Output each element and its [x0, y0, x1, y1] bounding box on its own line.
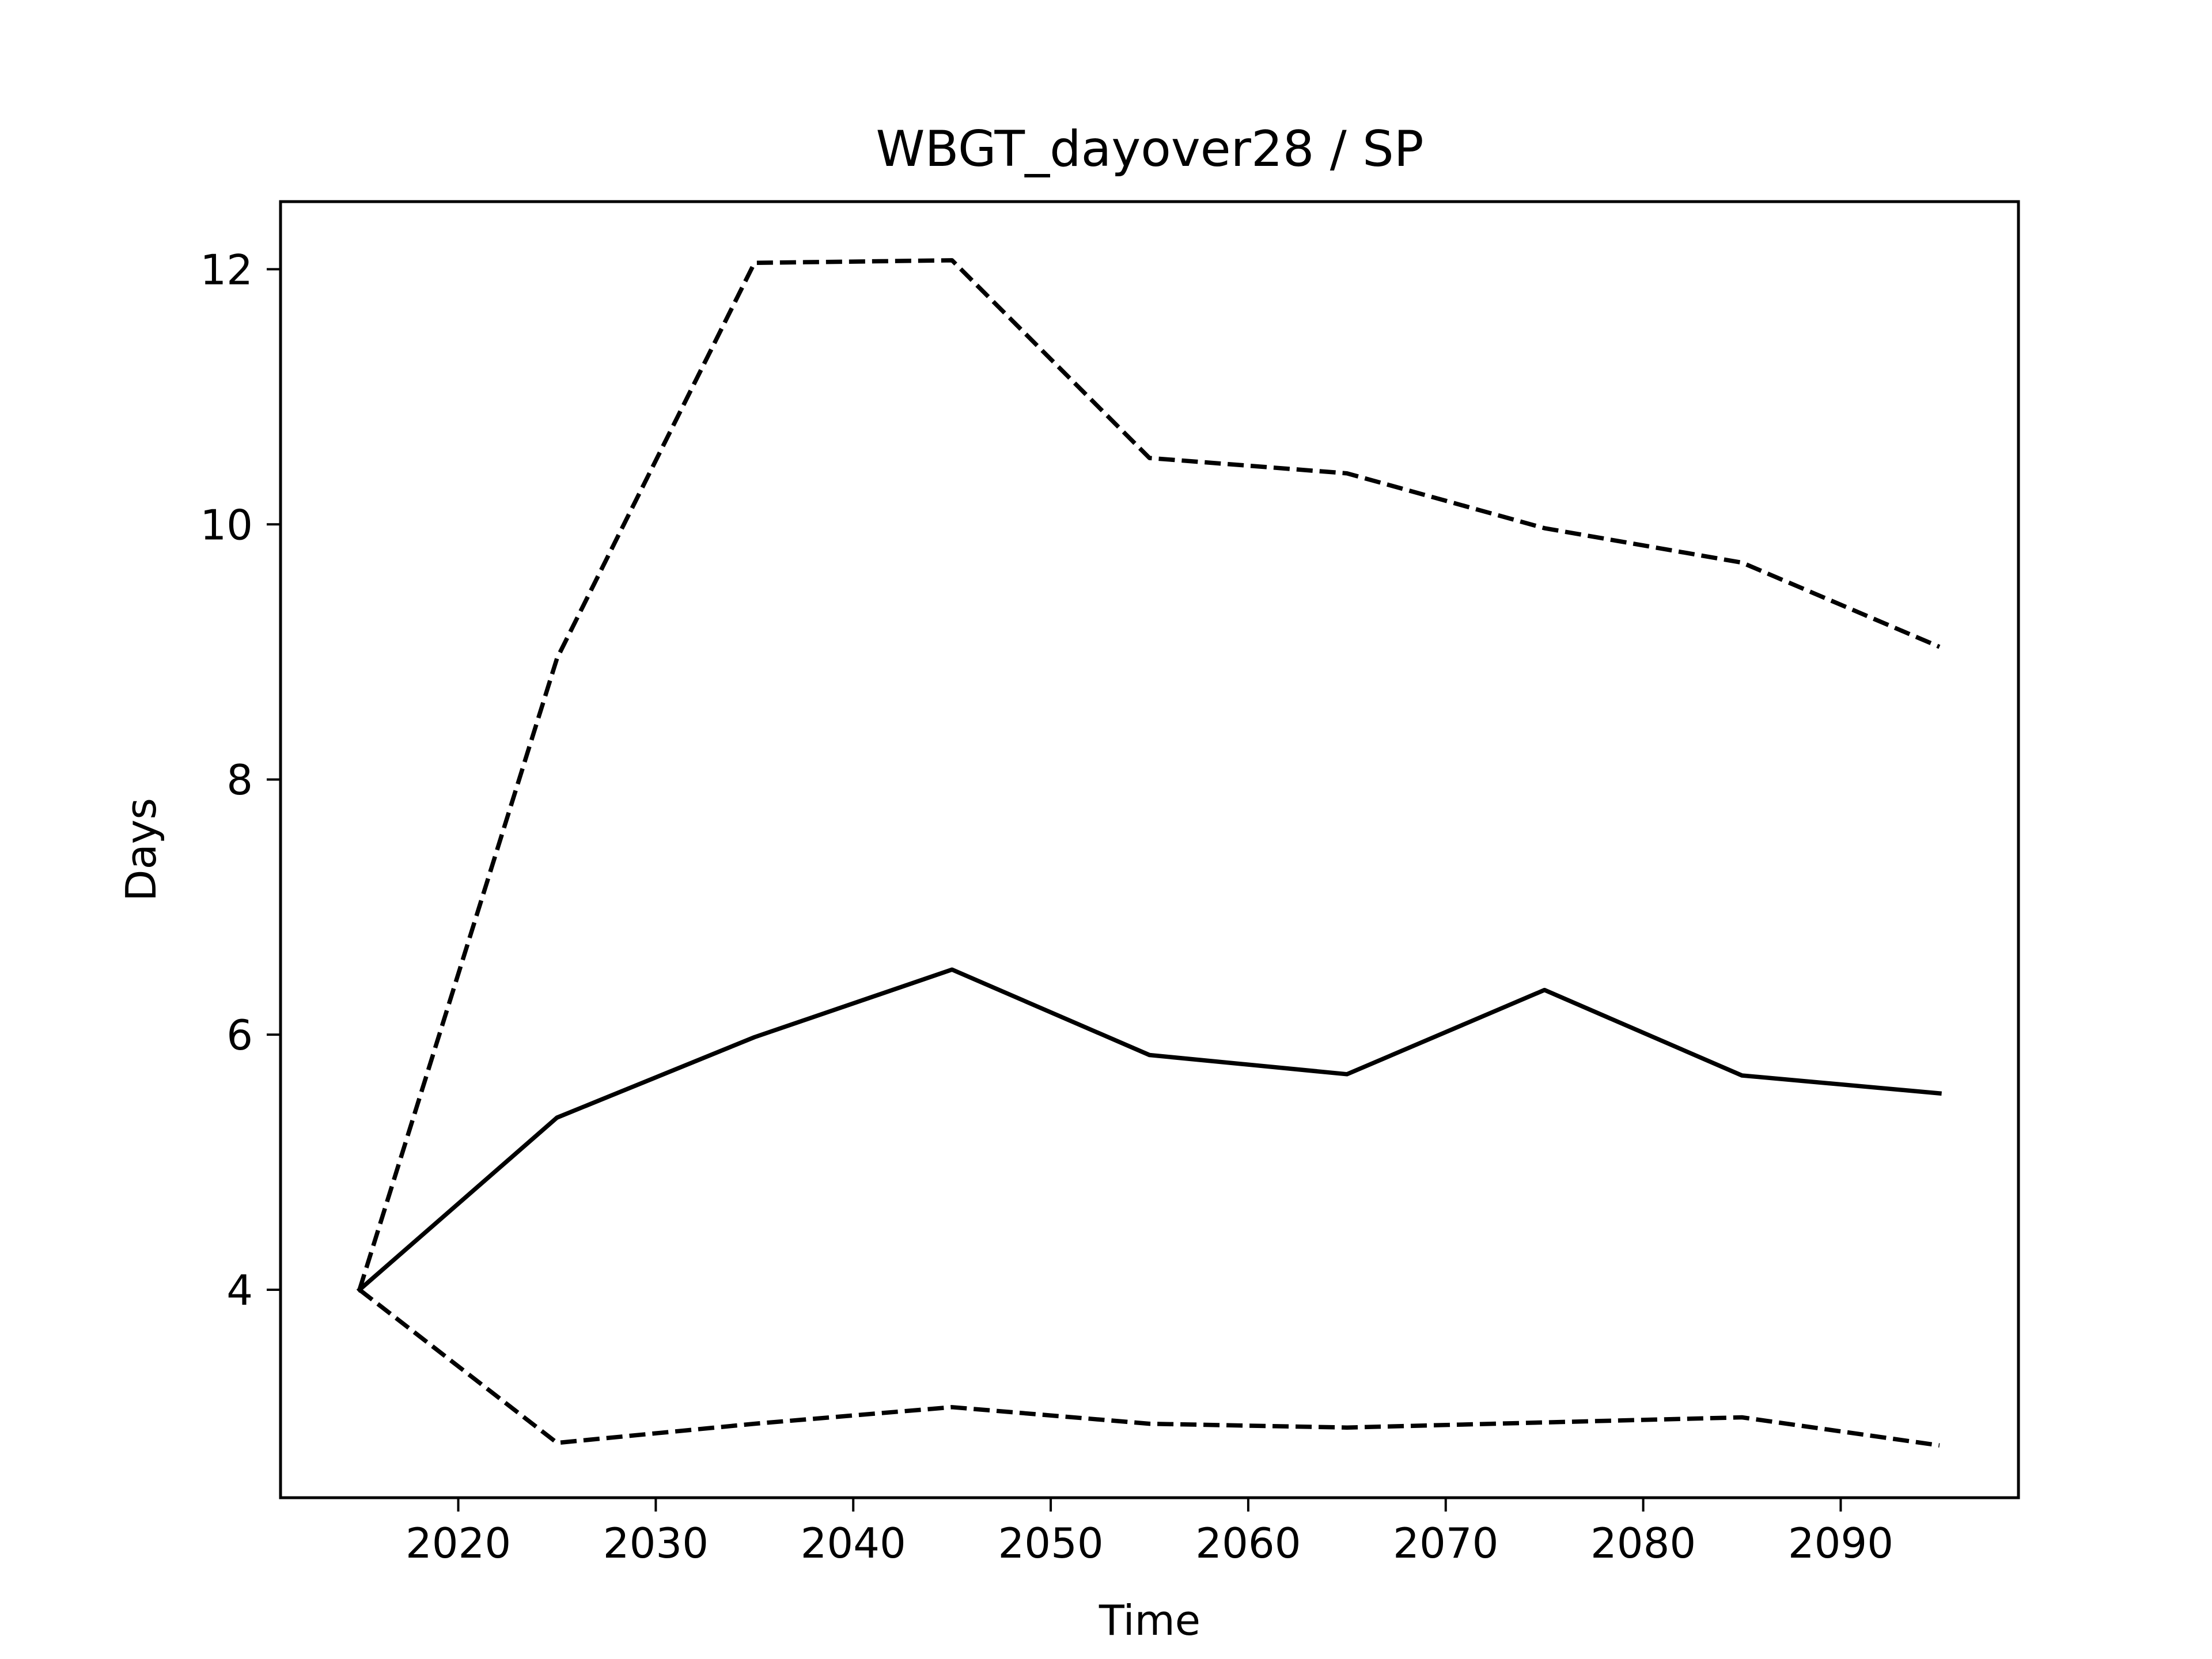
- x-tick-label: 2020: [406, 1519, 511, 1567]
- x-tick-label: 2040: [801, 1519, 906, 1567]
- series-1-dashed: [357, 258, 1941, 1291]
- y-tick-label: 6: [226, 1011, 253, 1059]
- series-3-dashed: [358, 1288, 1940, 1448]
- series-layer: [356, 258, 1942, 1448]
- series-2-solid: [356, 967, 1942, 1293]
- x-tick-label: 2030: [603, 1519, 709, 1567]
- y-tick-label: 4: [226, 1266, 253, 1315]
- y-axis: 4 6 8 10 12: [200, 245, 281, 1315]
- plot-area-frame: [279, 200, 2020, 1499]
- chart-title: WBGT_dayover28 / SP: [876, 120, 1423, 178]
- y-tick-label: 8: [226, 756, 253, 804]
- x-tick-label: 2090: [1788, 1519, 1893, 1567]
- series-line: [356, 967, 1942, 1293]
- y-axis-label: Days: [117, 798, 165, 902]
- y-tick-label: 10: [200, 501, 253, 549]
- series-line: [358, 1288, 1940, 1448]
- x-axis-label: Time: [1099, 1596, 1200, 1645]
- x-tick-label: 2050: [998, 1519, 1103, 1567]
- series-line: [357, 258, 1941, 1291]
- y-tick-label: 12: [200, 245, 253, 294]
- x-tick-label: 2070: [1393, 1519, 1498, 1567]
- x-tick-label: 2060: [1195, 1519, 1301, 1567]
- x-tick-label: 2080: [1590, 1519, 1696, 1567]
- x-axis: 2020 2030 2040 2050 2060 2070 2080 2090: [406, 1498, 1893, 1567]
